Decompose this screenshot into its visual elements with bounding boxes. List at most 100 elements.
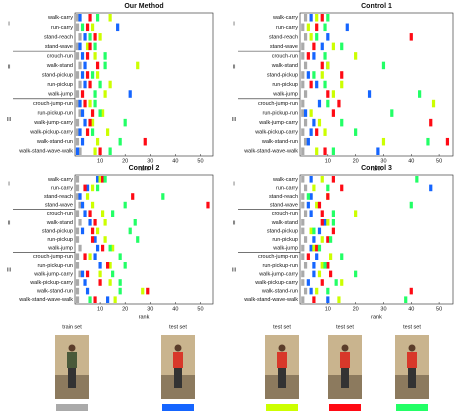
rank-mark [315,24,318,32]
rank-mark [101,210,104,217]
rank-mark [98,262,101,269]
rank-mark [78,193,81,200]
person-legs [408,368,416,388]
group-label: II [7,220,11,226]
row-label: stand-pickup [267,228,298,234]
rank-mark [301,279,304,286]
rank-mark [301,219,304,226]
rank-mark [91,185,94,192]
row-label: stand-pickup [42,72,73,78]
rank-mark [136,236,139,243]
rank-mark [307,138,310,146]
row-label: walk-stand [46,63,73,69]
rank-mark [206,202,209,209]
row-label: run-carry [51,185,73,191]
row-label: walk-jump [272,246,298,252]
rank-mark [340,81,343,89]
rank-mark [106,296,109,303]
rank-mark [321,176,324,183]
rank-mark [96,71,99,79]
x-tick-label: 10 [325,306,331,312]
rank-mark [340,279,343,286]
group-label: I [233,182,235,188]
rank-mark [91,228,94,235]
rank-mark [329,253,332,260]
group-label: II [7,64,11,70]
rank-mark [312,236,315,243]
rank-mark [304,262,307,269]
rank-mark [81,52,84,60]
rank-mark [76,176,79,183]
rank-mark [104,219,107,226]
rank-mark [304,33,307,41]
x-tick-label: 30 [380,306,386,312]
panel-title: Control 2 [129,165,160,172]
row-label: crouch-jump-run [33,101,73,107]
rank-mark [326,14,329,22]
rank-mark [301,100,304,108]
rank-mark [310,228,313,235]
rank-mark [98,33,101,41]
rank-mark [318,245,321,252]
rank-mark [101,245,104,252]
rank-mark [81,109,84,117]
row-label: run-pickup-run [263,111,298,117]
group-label: II [232,64,236,70]
rank-mark [96,245,99,252]
rank-mark [88,81,91,89]
rank-mark [301,81,304,89]
x-tick-label: 30 [380,158,386,164]
rank-mark [335,279,338,286]
rank-mark [81,71,84,79]
rank-mark [86,288,89,295]
person-body [407,352,417,368]
person-head [342,345,349,352]
row-label: walk-jump [272,91,298,97]
row-label: walk-stand-wave-walk [243,149,298,155]
rank-mark [310,14,313,22]
rank-mark [382,138,385,146]
rank-mark [96,138,99,146]
row-label: crouch-run [47,53,73,59]
rank-mark [111,210,114,217]
rank-mark [304,210,307,217]
person-body [173,352,183,368]
rank-mark [310,193,313,200]
row-label: walk-jump-carry [33,120,73,126]
row-label: run-carry [276,25,298,31]
rank-mark [98,109,101,117]
rank-mark [93,100,96,108]
rank-mark [88,33,91,41]
rank-mark [332,147,335,155]
rank-mark [119,279,122,286]
rank-mark [354,52,357,60]
row-label: run-pickup [272,237,298,243]
rank-mark [326,219,329,226]
rank-mark [310,245,313,252]
rank-mark [86,193,89,200]
rank-mark [326,296,329,303]
rank-mark [109,245,112,252]
x-tick-label: 10 [325,158,331,164]
legend-label: test set [336,324,354,330]
rank-mark [429,185,432,192]
x-tick-label: 30 [147,306,153,312]
rank-mark [301,24,304,32]
rank-mark [78,100,81,108]
rank-mark [307,24,310,32]
rank-mark [86,52,89,60]
rank-mark [304,288,307,295]
row-label: walk-carry [47,15,73,21]
rank-mark [307,71,310,79]
rank-mark [83,279,86,286]
rank-mark [88,210,91,217]
rank-mark [78,245,81,252]
row-label: walk-stand-run [261,289,298,295]
rank-mark [318,100,321,108]
rank-mark [321,62,324,70]
rank-mark [323,219,326,226]
row-label: stand-reach [269,194,298,200]
rank-mark [301,147,304,155]
legend-swatch [396,404,428,411]
row-label: walk-carry [272,15,298,21]
